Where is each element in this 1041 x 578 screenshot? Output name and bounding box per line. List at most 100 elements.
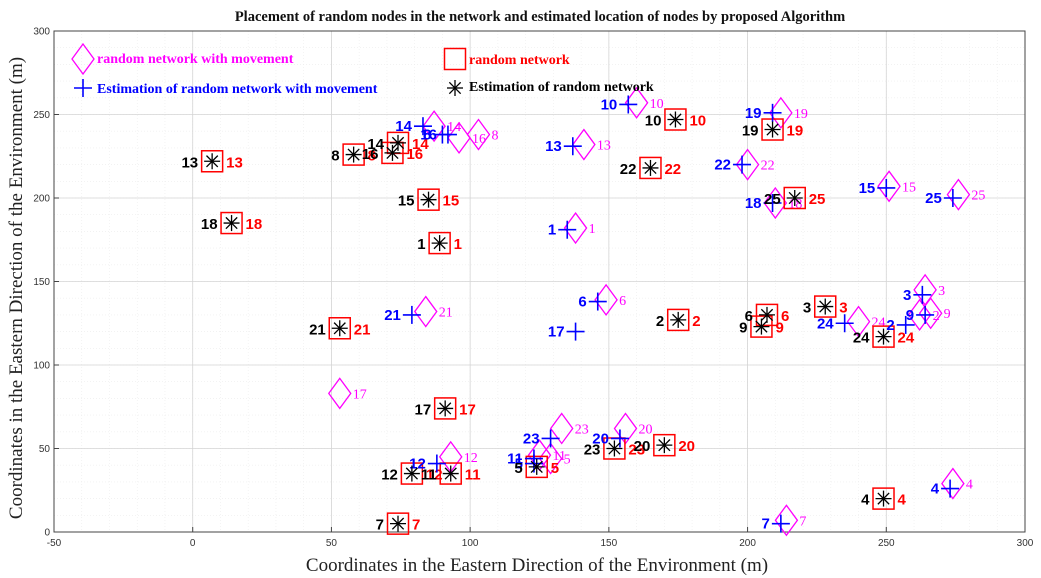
movement-estimate-label: 12 [409, 456, 426, 473]
movement-estimate-label: 8 [423, 127, 431, 144]
asterisk-stroke [386, 146, 399, 160]
random-estimate-label: 18 [201, 216, 218, 233]
random-node-label: 10 [689, 113, 706, 130]
x-tick-label: 250 [878, 538, 895, 549]
legend-label: Estimation of random network [469, 80, 654, 95]
square-marker [386, 512, 410, 535]
random-estimate-label: 11 [421, 467, 437, 484]
movement-node-label: 20 [639, 422, 653, 437]
random-estimate-label: 6 [745, 308, 753, 325]
asterisk-stroke [444, 467, 457, 480]
asterisk-marker [437, 400, 454, 417]
plus-marker [402, 305, 421, 324]
square-marker [328, 317, 352, 340]
random-node-label: 16 [406, 146, 423, 163]
diamond-marker [422, 110, 446, 143]
square-marker [653, 433, 676, 457]
movement-node-label: 8 [491, 129, 498, 144]
random-node-label: 25 [809, 191, 826, 208]
plus-marker [877, 178, 896, 197]
asterisk-marker [420, 191, 437, 208]
random-estimate-label: 23 [584, 442, 601, 459]
legend-label: random network with movement [97, 52, 294, 67]
asterisk-stroke [422, 193, 435, 206]
asterisk-stroke [669, 113, 682, 126]
random-estimate-label: 2 [656, 313, 664, 330]
asterisk-marker [642, 159, 659, 176]
random-estimate-label: 8 [331, 148, 339, 165]
asterisk-marker [606, 440, 623, 457]
y-tick-label: 300 [33, 27, 50, 38]
asterisk-marker [384, 144, 401, 161]
square-marker [439, 462, 462, 485]
random-node-label: 2 [692, 313, 700, 330]
movement-estimate-label: 11 [507, 451, 523, 468]
diamond-marker [763, 186, 788, 220]
x-tick-label: 100 [462, 538, 479, 549]
random-node-label: 8 [368, 148, 376, 165]
plus-marker [916, 305, 935, 324]
plus-marker [763, 194, 782, 213]
random-estimate-label: 25 [764, 191, 781, 208]
square-marker [872, 487, 895, 510]
asterisk-stroke [433, 236, 446, 250]
plus-marker [763, 103, 782, 122]
movement-node-label: 13 [597, 139, 611, 154]
diamond-marker [846, 305, 871, 338]
diamond-marker [769, 96, 793, 129]
random-estimate-label: 17 [414, 401, 431, 418]
random-node-label: 18 [246, 216, 263, 233]
square-marker [872, 325, 895, 348]
random-estimate-label: 13 [181, 154, 198, 171]
x-axis-ticks: -50 0 50 100 150 200 250 300 [47, 527, 1034, 549]
asterisk-marker [223, 215, 240, 232]
plus-marker [610, 429, 629, 448]
movement-node-label: 16 [472, 132, 486, 147]
movement-node-label: 7 [799, 514, 806, 529]
legend-diamond-marker [71, 42, 95, 76]
plus-marker [835, 314, 854, 333]
random-node-label: 7 [412, 517, 420, 534]
x-tick-label: 200 [739, 538, 756, 549]
plus-marker [438, 125, 457, 144]
asterisk-marker [431, 235, 448, 252]
x-tick-label: 300 [1017, 538, 1034, 549]
diamond-marker [918, 297, 943, 330]
asterisk-stroke [405, 467, 418, 480]
asterisk-marker [403, 465, 420, 482]
asterisk-stroke [658, 439, 671, 452]
random-node-label: 5 [551, 460, 559, 477]
random-node-label: 23 [628, 442, 645, 459]
asterisk-stroke [877, 330, 890, 343]
asterisk-stroke [672, 313, 685, 327]
plus-marker [619, 95, 638, 114]
random-estimate-label: 24 [853, 330, 870, 347]
asterisk-stroke [391, 517, 405, 530]
asterisk-stroke [530, 460, 543, 473]
movement-estimate-label: 13 [545, 138, 562, 155]
movement-node-label: 25 [971, 189, 985, 204]
asterisk-stroke [225, 216, 238, 230]
movement-estimate-label: 7 [762, 516, 770, 533]
asterisk-stroke [766, 123, 779, 136]
x-tick-label: 0 [190, 538, 196, 549]
asterisk-marker [442, 465, 459, 482]
random-estimate-label: 12 [381, 467, 398, 484]
random-node-label: 1 [454, 236, 462, 253]
asterisk-stroke [788, 191, 801, 205]
asterisk-stroke [644, 161, 657, 175]
diamond-marker [946, 178, 971, 211]
chart-title: Placement of random nodes in the network… [235, 9, 845, 25]
movement-estimate-label: 14 [395, 118, 412, 135]
plus-marker [771, 514, 790, 533]
random-node-label: 9 [775, 320, 783, 337]
square-marker [639, 156, 662, 180]
square-marker [417, 188, 440, 211]
square-marker [400, 462, 424, 485]
square-marker [814, 295, 837, 318]
movement-estimate-label: 16 [420, 127, 437, 144]
random-node-label: 13 [226, 154, 243, 171]
asterisk-stroke [439, 402, 452, 415]
random-node-label: 6 [781, 308, 789, 325]
square-marker [342, 143, 365, 166]
